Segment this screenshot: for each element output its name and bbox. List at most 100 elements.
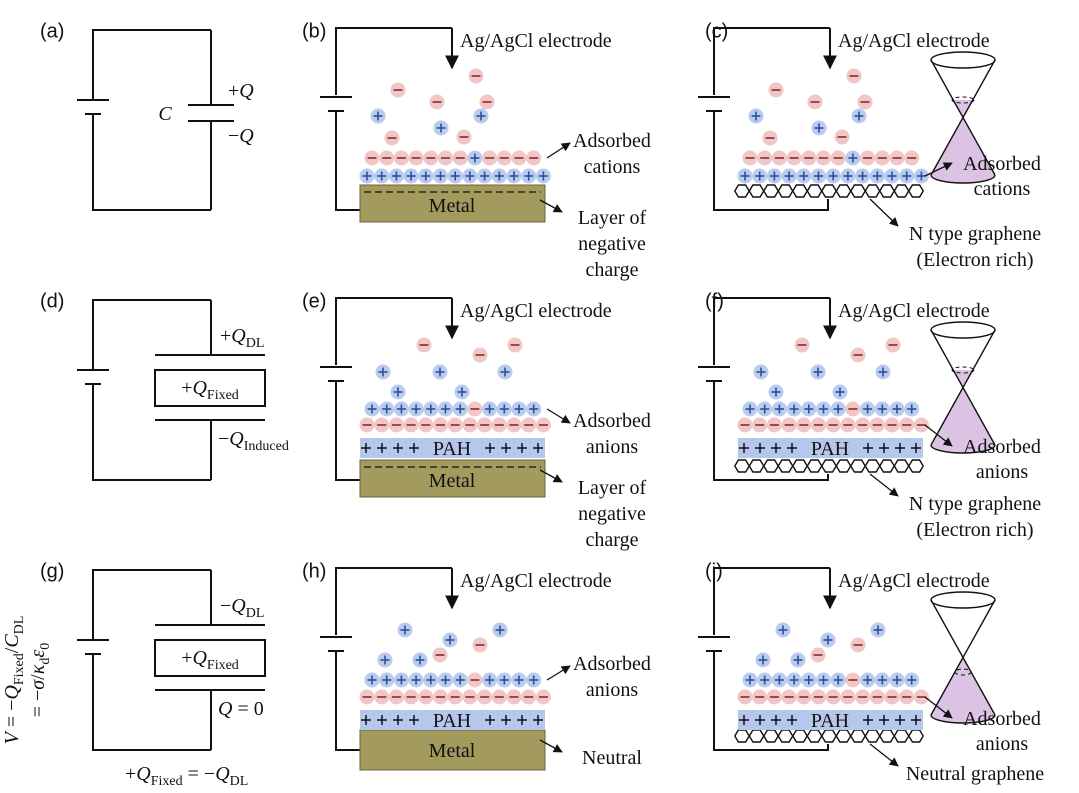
- graphene-hexagon: [749, 460, 763, 472]
- panel-label: (e): [302, 290, 326, 312]
- label-arrow: [870, 199, 898, 226]
- substrate-note: Neutral: [582, 747, 642, 769]
- formula-part: ε: [27, 650, 49, 658]
- formula-part: = −: [183, 763, 216, 785]
- formula-part: Q: [192, 377, 207, 399]
- formula-part: Fixed: [207, 388, 239, 403]
- adsorbed-label: anions: [976, 461, 1028, 483]
- formula-part: κ: [27, 664, 49, 674]
- formula-part: +: [181, 647, 192, 669]
- adsorbed-label: cations: [974, 178, 1031, 200]
- graphene-hexagon: [880, 730, 894, 742]
- formula-part: = 0: [232, 698, 263, 720]
- graphene-hexagon: [735, 460, 749, 472]
- metal-label: Metal: [429, 740, 476, 762]
- formula-part: Q: [239, 125, 254, 147]
- graphene-hexagon: [865, 185, 879, 197]
- formula-part: Q: [229, 428, 244, 450]
- adsorbed-label: Adsorbed: [963, 708, 1041, 730]
- formula-part: Q: [239, 80, 254, 102]
- graphene-hexagon: [909, 185, 923, 197]
- metal-label: Metal: [429, 470, 476, 492]
- substrate-note: Neutral graphene: [906, 763, 1044, 785]
- electrode-label: Ag/AgCl electrode: [460, 570, 612, 592]
- formula-part: −: [228, 125, 239, 147]
- graphene-hexagon: [880, 460, 894, 472]
- formula-part: C: [1, 634, 23, 648]
- adsorbed-label: Adsorbed: [573, 410, 651, 432]
- formula-part: Q: [136, 763, 151, 785]
- substrate-note: charge: [586, 259, 639, 281]
- panel: (e)Ag/AgCl electrodeMetalPAHAdsorbedanio…: [302, 290, 651, 551]
- substrate-note: N type graphene: [909, 493, 1041, 515]
- charge-label: +QDL: [220, 325, 264, 351]
- panel: (b)Ag/AgCl electrodeMetalAdsorbedcations…: [302, 20, 651, 281]
- graphene-hexagon: [764, 460, 778, 472]
- graphene-hexagon: [880, 185, 894, 197]
- wire: [93, 30, 211, 100]
- panel: (h)Ag/AgCl electrodeMetalPAHAdsorbedanio…: [302, 560, 651, 770]
- graphene-hexagon: [749, 730, 763, 742]
- pah-label: PAH: [433, 710, 471, 732]
- graphene-hexagon: [778, 185, 792, 197]
- adsorbed-label: Adsorbed: [573, 653, 651, 675]
- formula-part: Q: [1, 685, 23, 700]
- figure: (a)C+Q−Q(d)+QFixed+QDL−QInduced(g)+QFixe…: [0, 0, 1079, 793]
- formula-part: Q: [231, 325, 246, 347]
- graphene-hexagon: [894, 730, 908, 742]
- charge-label: −QInduced: [218, 428, 289, 454]
- formula-part: Fixed: [151, 774, 183, 789]
- graphene-hexagon: [822, 185, 836, 197]
- wire: [93, 300, 211, 370]
- label-arrow: [547, 143, 570, 158]
- graphene-hexagon: [735, 185, 749, 197]
- graphene-hexagon: [793, 730, 807, 742]
- formula-part: −: [218, 428, 229, 450]
- charge-label: −Q: [228, 125, 254, 147]
- pah-label: PAH: [811, 710, 849, 732]
- substrate-note: Layer of: [578, 477, 647, 499]
- electrode-label: Ag/AgCl electrode: [460, 300, 612, 322]
- substrate-note: (Electron rich): [916, 519, 1033, 541]
- wire: [336, 568, 452, 635]
- formula-part: Induced: [244, 439, 289, 454]
- graphene-hexagon: [836, 185, 850, 197]
- capacitance-label: C: [158, 103, 172, 125]
- electrode-label: Ag/AgCl electrode: [838, 570, 990, 592]
- voltage-line: V = −QFixed/CDL: [1, 616, 27, 745]
- circuit: (d)+QFixed+QDL−QInduced: [40, 290, 289, 480]
- cone-rim: [931, 322, 995, 338]
- electrode-label: Ag/AgCl electrode: [838, 300, 990, 322]
- graphene-hexagon: [807, 460, 821, 472]
- circuit: (a)C+Q−Q: [40, 20, 254, 210]
- formula-part: +: [125, 763, 136, 785]
- balance-label: +QFixed = −QDL: [125, 763, 248, 789]
- formula-part: Q: [231, 595, 246, 617]
- label-arrow: [547, 409, 570, 423]
- adsorbed-label: cations: [584, 156, 641, 178]
- graphene-hexagon: [778, 730, 792, 742]
- panel-label: (d): [40, 290, 64, 312]
- voltage-line: = −σ/κdε0: [27, 643, 53, 718]
- adsorbed-label: Adsorbed: [963, 153, 1041, 175]
- pah-label: PAH: [811, 438, 849, 460]
- formula-part: Fixed: [207, 658, 239, 673]
- wire: [93, 114, 211, 210]
- formula-part: DL: [12, 616, 27, 635]
- substrate-note: (Electron rich): [916, 249, 1033, 271]
- graphene-hexagon: [764, 185, 778, 197]
- substrate-note: N type graphene: [909, 223, 1041, 245]
- charge-label: +Q: [228, 80, 254, 102]
- formula-part: DL: [230, 774, 249, 789]
- substrate-note: negative: [578, 233, 646, 255]
- graphene-hexagon: [865, 730, 879, 742]
- wire: [336, 298, 452, 365]
- adsorbed-label: Adsorbed: [963, 436, 1041, 458]
- graphene-hexagon: [735, 730, 749, 742]
- formula-part: DL: [246, 606, 265, 621]
- wire: [714, 568, 830, 635]
- formula-part: +: [228, 80, 239, 102]
- adsorbed-label: Adsorbed: [573, 130, 651, 152]
- graphene-hexagon: [778, 460, 792, 472]
- cone-rim: [931, 592, 995, 608]
